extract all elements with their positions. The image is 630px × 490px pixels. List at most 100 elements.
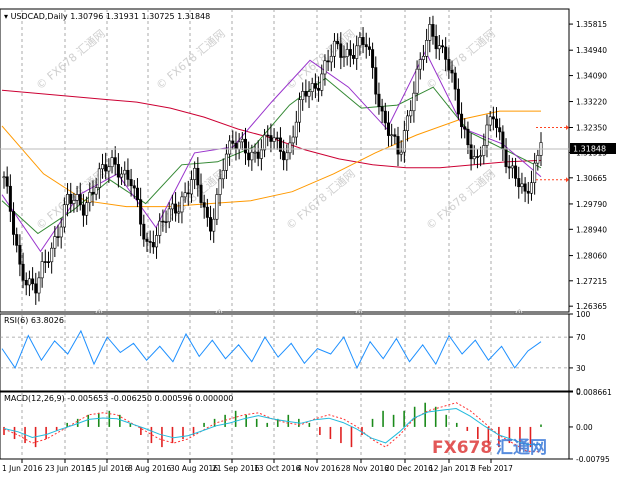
candle-body (186, 192, 190, 195)
candle-body (94, 187, 98, 195)
close-value: 1.31848 (177, 12, 210, 21)
candle-body (323, 60, 327, 75)
candle-body (263, 134, 267, 151)
candle-body (40, 261, 44, 279)
candle-body (2, 176, 6, 179)
moving-average-line (1, 50, 542, 253)
macd-panel: MACD(12,26,9) -0.005653 -0.006250 0.0005… (0, 388, 612, 464)
candle-body (69, 194, 73, 204)
candle-body (8, 185, 12, 212)
candle-body (399, 151, 403, 155)
candle-body (247, 152, 251, 161)
candle-body (24, 279, 28, 286)
candle-body (221, 170, 225, 180)
y-tick-label: 100 (576, 310, 591, 319)
candle-body (428, 24, 432, 41)
candle-body (386, 122, 390, 136)
candle-body (167, 208, 171, 223)
candle-body (517, 178, 521, 188)
candle-body (228, 140, 232, 155)
candle-body (348, 49, 352, 56)
candle-body (520, 183, 524, 188)
candle-body (272, 137, 276, 142)
y-tick-label: 1.28060 (576, 252, 607, 261)
candle-body (113, 157, 117, 165)
candle-body (202, 202, 206, 208)
candle-body (250, 151, 254, 161)
candle-body (310, 83, 314, 92)
candle-body (31, 278, 35, 285)
candle-body (329, 55, 333, 63)
rsi-levels (0, 336, 569, 369)
candle-body (91, 191, 95, 195)
candle-body (215, 194, 219, 220)
candle-body (291, 136, 295, 144)
main-chart-title: ▾ USDCAD,Daily 1.30796 1.31931 1.30725 1… (4, 12, 210, 21)
macd-y-axis: 0.008661 0.00 -0.00795 (569, 388, 612, 464)
candle-body (34, 283, 38, 294)
candle-body (342, 56, 346, 58)
candle-body (148, 241, 152, 243)
candle-body (161, 220, 165, 223)
candle-body (523, 183, 527, 192)
dotted-levels (536, 125, 569, 183)
candle-body (104, 164, 108, 172)
x-tick-label: 21 Sep 2016 (212, 464, 260, 473)
y-tick-label: 1.30665 (576, 174, 607, 183)
candle-body (132, 185, 136, 189)
y-tick-label: 0.00 (576, 423, 593, 432)
candle-body (491, 116, 495, 120)
fx678-logo: FX678 汇通网 (432, 438, 547, 458)
moving-average-line (1, 77, 542, 235)
candle-body (97, 168, 101, 188)
macd-panel-frame (0, 391, 570, 460)
candle-body (278, 137, 282, 152)
y-tick-label: 1.27215 (576, 277, 607, 286)
candle-body (256, 151, 260, 159)
candle-body (53, 236, 57, 249)
x-tick-label: 1 Jun 2016 (2, 464, 43, 473)
candle-body (460, 113, 464, 127)
candle-body (371, 49, 375, 68)
candle-body (434, 36, 438, 50)
candle-body (361, 37, 365, 45)
candle-body (205, 206, 209, 218)
rsi-panel: RSI(6) 63.8026 100 70 30 0 (0, 310, 591, 396)
open-value: 1.30796 (70, 12, 103, 21)
candle-body (142, 223, 146, 240)
candle-body (110, 157, 114, 168)
y-tick-label: 1.33220 (576, 98, 607, 107)
low-value: 1.30725 (142, 12, 175, 21)
candle-body (355, 45, 359, 59)
candle-body (514, 165, 518, 179)
candle-body (120, 173, 124, 178)
candle-body (193, 167, 197, 180)
candle-body (209, 217, 213, 232)
candle-body (453, 72, 457, 90)
candle-body (472, 156, 476, 160)
candle-body (447, 59, 451, 71)
candle-body (5, 176, 9, 187)
candle-body (285, 152, 289, 161)
candle-body (224, 153, 228, 171)
candle-body (46, 261, 50, 263)
macd-title: MACD(12,26,9) -0.005653 -0.006250 0.0005… (4, 394, 233, 403)
candle-body (345, 49, 349, 57)
rsi-vertical-grid (21, 314, 492, 391)
candle-body (145, 238, 149, 242)
candle-body (177, 211, 181, 214)
candle-body (307, 91, 311, 97)
candle-body (37, 277, 41, 294)
candle-body (383, 110, 387, 124)
candle-body (135, 187, 139, 200)
candle-body (62, 204, 66, 228)
y-tick-label: 1.28940 (576, 225, 607, 234)
candle-body (180, 196, 184, 213)
candle-body (313, 83, 317, 89)
last-price-tag (570, 143, 616, 154)
dropdown-arrow-icon[interactable]: ▾ (4, 12, 11, 21)
x-tick-label: 8 Aug 2016 (128, 464, 171, 473)
candle-body (374, 67, 378, 95)
candle-body (479, 155, 483, 157)
candle-body (352, 55, 356, 59)
